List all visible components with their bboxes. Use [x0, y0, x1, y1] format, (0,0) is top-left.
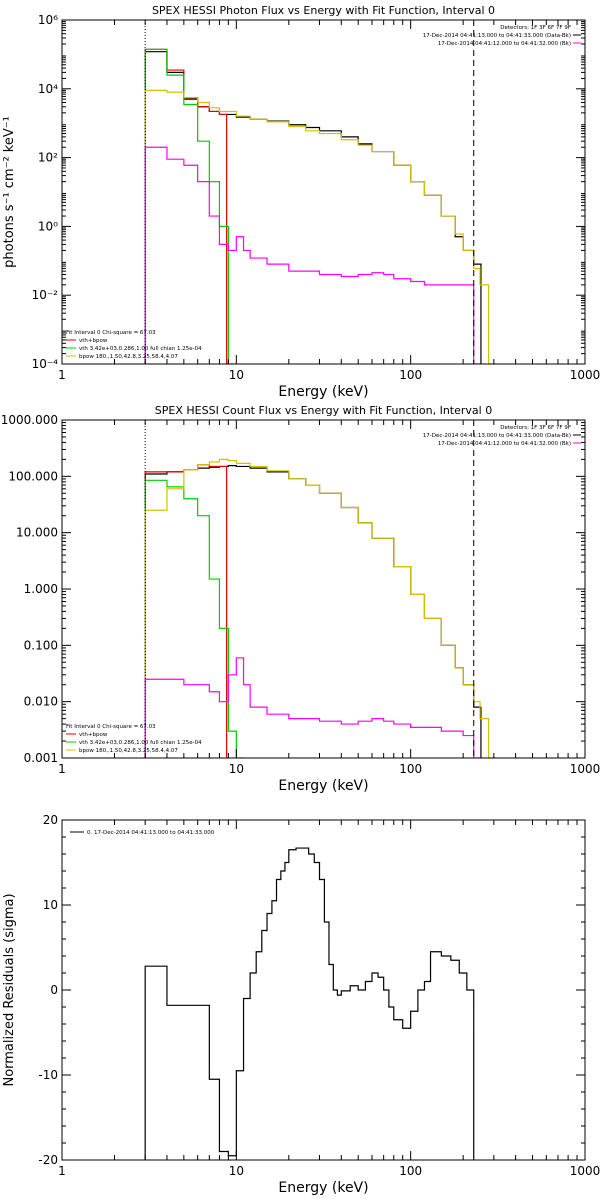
series-2-line — [144, 48, 236, 364]
y-tick-label: 10 — [43, 898, 58, 912]
x-tick-label: 100 — [399, 1164, 422, 1178]
series-4-line — [144, 146, 481, 364]
y-tick-label: -10 — [38, 1068, 58, 1082]
y-tick-label: 0.001 — [24, 751, 58, 765]
legend-entry: vth 3.42e+03,0.286,1.00 full chian 1.25e… — [79, 346, 202, 352]
x-tick-label: 10 — [229, 1164, 244, 1178]
legend-entry: vth+bpow — [79, 732, 108, 738]
plot-area — [144, 48, 496, 364]
info-line: 17-Dec-2014 04:41:13.000 to 04:41:33.000… — [423, 33, 571, 39]
x-tick-label: 100 — [399, 368, 422, 382]
series-4-line — [144, 657, 481, 758]
info-line: 17-Dec-2014 04:41:12.000 to 04:41:32.000… — [438, 41, 571, 47]
residuals-chart: 1 10 100 1000 Energy (keV) -20 -10 0 10 20 Normali… — [2, 813, 600, 1196]
y-tick-label: 10⁻² — [32, 288, 59, 302]
y-tick-label: -20 — [38, 1153, 58, 1167]
x-axis-label: Energy (keV) — [278, 384, 368, 400]
y-tick-label: 10⁴ — [38, 82, 58, 96]
legend-entry: 0. 17-Dec-2014 04:41:13.000 to 04:41:33.… — [87, 830, 215, 836]
y-tick-label: 100.000 — [8, 469, 58, 483]
x-tick-label: 10 — [229, 368, 244, 382]
photon-flux-chart: SPEX HESSI Photon Flux vs Energy with Fi… — [2, 4, 600, 400]
x-tick-label: 100 — [399, 762, 422, 776]
x-tick-label: 1000 — [570, 1164, 600, 1178]
y-tick-label: 10⁰ — [38, 219, 58, 233]
y-tick-label: 0.100 — [24, 638, 58, 652]
series-3-line — [144, 458, 496, 758]
x-tick-label: 1 — [58, 1164, 66, 1178]
series-2-line — [144, 479, 244, 758]
y-tick-label: 10⁶ — [38, 13, 58, 27]
plot-frame — [61, 19, 586, 365]
series-3-line — [144, 89, 496, 364]
legend-entry: vth 3.42e+03,0.286,1.00 full chian 1.25e… — [79, 740, 202, 746]
y-tick-label: 20 — [43, 813, 58, 827]
count-flux-chart: SPEX HESSI Count Flux vs Energy with Fit… — [1, 404, 600, 794]
y-axis-label: Normalized Residuals (sigma) — [2, 893, 17, 1086]
info-line: 17-Dec-2014 04:41:12.000 to 04:41:32.000… — [438, 441, 571, 447]
chart-title: SPEX HESSI Photon Flux vs Energy with Fi… — [152, 4, 495, 17]
series-0-line — [144, 847, 475, 1160]
y-tick-label: 1.000 — [24, 582, 58, 596]
legend-entry: bpow 180.,1.50,42.8,3.25,58.4,4.07 — [79, 748, 178, 754]
x-tick-label: 1000 — [570, 762, 600, 776]
plot-area — [144, 458, 496, 758]
x-axis-label: Energy (keV) — [278, 778, 368, 794]
info-line: Detectors: 1F 3F 6F 7F 9F — [500, 425, 571, 431]
plot-frame — [61, 419, 586, 759]
x-tick-label: 1 — [58, 762, 66, 776]
legend-entry: Fit Interval 0 Chi-square = 67.03 — [66, 724, 156, 730]
plot-area — [144, 847, 475, 1160]
y-tick-label: 10⁻⁴ — [32, 357, 59, 371]
y-tick-label: 0.010 — [24, 695, 58, 709]
series-1-line — [144, 48, 228, 364]
y-tick-label: 10.000 — [16, 526, 58, 540]
info-line: 17-Dec-2014 04:41:13.000 to 04:41:33.000… — [423, 433, 571, 439]
series-0-line — [144, 465, 482, 758]
series-0-line — [144, 51, 482, 364]
info-line: Detectors: 1F 3F 6F 7F 9F — [500, 25, 571, 31]
y-tick-label: 10² — [38, 151, 58, 165]
legend-entry: bpow 180.,1.50,42.8,3.25,58.4,4.07 — [79, 354, 178, 360]
chart-title: SPEX HESSI Count Flux vs Energy with Fit… — [155, 404, 492, 417]
x-axis-label: Energy (keV) — [278, 1180, 368, 1196]
x-tick-label: 1 — [58, 368, 66, 382]
y-tick-label: 0 — [50, 983, 58, 997]
x-tick-label: 1000 — [570, 368, 600, 382]
legend-entry: vth+bpow — [79, 338, 108, 344]
y-tick-label: 1000.000 — [1, 413, 58, 427]
series-1-line — [144, 464, 228, 758]
y-axis-label: photons s⁻¹ cm⁻² keV⁻¹ — [2, 116, 17, 268]
legend-entry: Fit Interval 0 Chi-square = 67.03 — [66, 330, 156, 336]
plot-frame — [61, 819, 586, 1161]
x-tick-label: 10 — [229, 762, 244, 776]
